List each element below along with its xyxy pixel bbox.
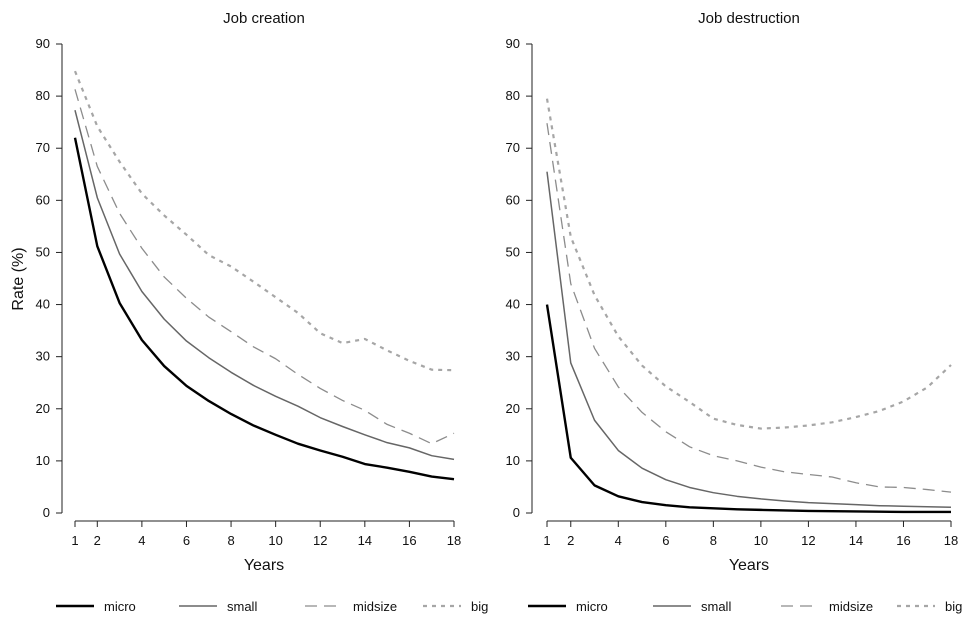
panel-1-x-tick-label: 8 — [227, 533, 234, 548]
panel-1-y-tick-label: 60 — [36, 192, 50, 207]
panel-2-y-tick-label: 80 — [506, 88, 520, 103]
panel-2-legend-label-micro: micro — [576, 599, 608, 614]
panel-2-y-tick-label: 60 — [506, 192, 520, 207]
panel-2-x-tick-label: 18 — [944, 533, 958, 548]
panel-1-y-tick-label: 20 — [36, 401, 50, 416]
panel-2-series-line-midsize — [546, 123, 952, 493]
panel-2-y-tick-label: 30 — [506, 349, 520, 364]
panel-1-legend-label-small: small — [227, 599, 257, 614]
panel-2-legend-label-small: small — [701, 599, 731, 614]
panel-1-y-tick-label: 10 — [36, 453, 50, 468]
panel-1-legend-label-big: big — [471, 599, 488, 614]
panel-1-y-tick-label: 30 — [36, 349, 50, 364]
panel-1-y-axis-label: Rate (%) — [10, 247, 27, 310]
panel-1-x-tick-label: 10 — [268, 533, 282, 548]
panel-1-y-tick-label: 90 — [36, 36, 50, 51]
panel-1-series-line-big — [73, 70, 455, 372]
panel-2-y-tick-label: 40 — [506, 297, 520, 312]
panel-2-legend-label-midsize: midsize — [829, 599, 873, 614]
panel-2-x-tick-label: 4 — [615, 533, 622, 548]
panel-2-y-tick-label: 70 — [506, 140, 520, 155]
panel-2-y-tick-label: 20 — [506, 401, 520, 416]
panel-1-x-tick-label: 16 — [402, 533, 416, 548]
panel-1-x-axis-label: Years — [244, 557, 284, 574]
panel-1-x-tick-label: 1 — [71, 533, 78, 548]
panel-1-legend-label-midsize: midsize — [353, 599, 397, 614]
panel-1-y-tick-label: 50 — [36, 244, 50, 259]
panel-1-x-tick-label: 18 — [447, 533, 461, 548]
panel-1-series-line-micro — [73, 137, 455, 481]
panel-2-x-tick-label: 14 — [849, 533, 863, 548]
panel-2-x-tick-label: 8 — [710, 533, 717, 548]
panel-2-y-tick-label: 0 — [513, 505, 520, 520]
panel-2-x-tick-label: 10 — [754, 533, 768, 548]
panel-2-y-tick-label: 90 — [506, 36, 520, 51]
panel-2-y-tick-label: 10 — [506, 453, 520, 468]
panel-1-series-line-midsize — [74, 89, 455, 445]
panel-2-x-tick-label: 6 — [662, 533, 669, 548]
panel-1-y-tick-label: 70 — [36, 140, 50, 155]
panel-1-y-tick-label: 0 — [43, 505, 50, 520]
panel-2-x-axis-label: Years — [729, 557, 769, 574]
panel-2-series-line-micro — [545, 304, 951, 514]
panel-2-legend-label-big: big — [945, 599, 962, 614]
panel-2-y-tick-label: 50 — [506, 244, 520, 259]
panel-1-x-tick-label: 12 — [313, 533, 327, 548]
panel-2-x-tick-label: 16 — [896, 533, 910, 548]
panel-1-chart-title: Job creation — [223, 10, 305, 27]
panel-1-x-tick-label: 6 — [183, 533, 190, 548]
panel-2-x-tick-label: 12 — [801, 533, 815, 548]
panel-2-chart-title: Job destruction — [698, 10, 800, 27]
panel-1-series-line-small — [74, 109, 455, 461]
panel-1-x-tick-label: 14 — [358, 533, 372, 548]
panel-1-y-tick-label: 80 — [36, 88, 50, 103]
panel-2-x-tick-label: 2 — [567, 533, 574, 548]
panel-1-x-tick-label: 2 — [94, 533, 101, 548]
panel-2-series-line-big — [545, 98, 952, 430]
panel-1-legend-label-micro: micro — [104, 599, 136, 614]
panel-1-y-tick-label: 40 — [36, 297, 50, 312]
panel-1-x-tick-label: 4 — [138, 533, 145, 548]
panel-2-x-tick-label: 1 — [543, 533, 550, 548]
panel-2-series-line-small — [546, 171, 952, 509]
